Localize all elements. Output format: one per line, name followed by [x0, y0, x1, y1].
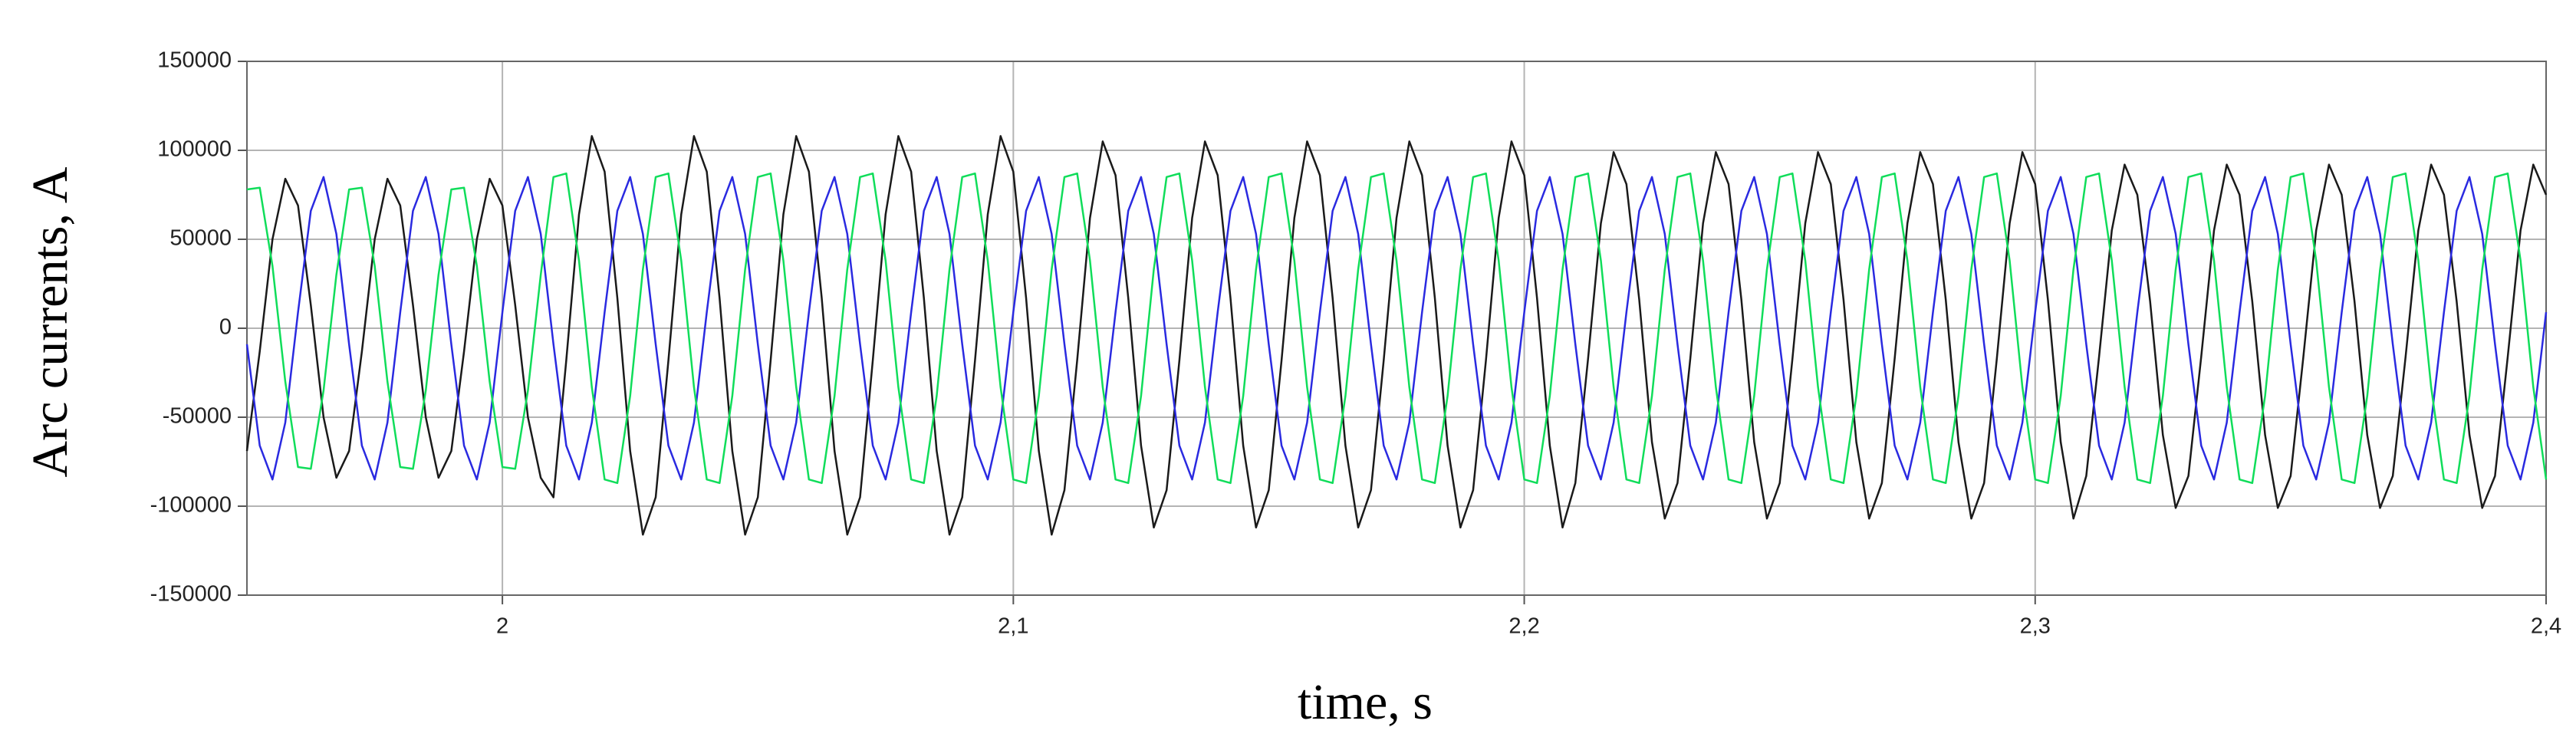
y-tick-label: 100000 — [157, 137, 232, 162]
y-tick-label: 150000 — [157, 48, 232, 73]
x-tick-label: 2,3 — [2020, 614, 2051, 639]
x-axis-title: time, s — [1298, 674, 1433, 730]
x-tick-label: 2,4 — [2531, 614, 2561, 639]
x-tick-label: 2,1 — [998, 614, 1028, 639]
line-series — [245, 176, 2548, 481]
plot-frame — [246, 61, 2547, 596]
y-tick-label: 50000 — [169, 226, 232, 251]
y-tick-label: -100000 — [150, 493, 232, 518]
x-tick-label: 2 — [496, 614, 508, 639]
y-tick-label: -50000 — [163, 404, 232, 429]
x-tick-label: 2,2 — [1508, 614, 1539, 639]
line-series — [246, 172, 2548, 485]
y-tick-label: -150000 — [150, 582, 232, 607]
y-axis-title: Arc currents, A — [22, 166, 78, 477]
y-tick-label: 0 — [219, 315, 232, 340]
line-series — [245, 135, 2548, 536]
